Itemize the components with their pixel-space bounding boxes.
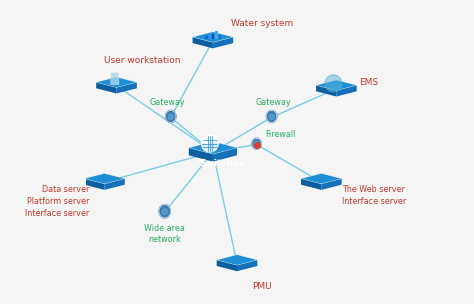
Polygon shape xyxy=(316,85,337,96)
Bar xyxy=(219,35,221,39)
Text: Wide area
network: Wide area network xyxy=(144,224,185,244)
Polygon shape xyxy=(316,80,357,91)
Circle shape xyxy=(254,141,259,146)
Circle shape xyxy=(325,75,342,92)
Polygon shape xyxy=(192,32,233,42)
Polygon shape xyxy=(117,82,137,94)
Polygon shape xyxy=(217,255,257,265)
Circle shape xyxy=(269,114,274,119)
Polygon shape xyxy=(84,173,125,184)
Text: User workstation: User workstation xyxy=(104,56,181,65)
Text: Data server
Platform server
Interface server: Data server Platform server Interface se… xyxy=(25,185,90,218)
Polygon shape xyxy=(237,260,257,271)
Text: Gateway: Gateway xyxy=(255,98,291,107)
Bar xyxy=(209,33,211,39)
Polygon shape xyxy=(192,37,213,48)
Polygon shape xyxy=(104,179,125,190)
Bar xyxy=(215,31,218,39)
Bar xyxy=(212,34,214,39)
Polygon shape xyxy=(301,179,321,190)
Polygon shape xyxy=(165,110,176,123)
Circle shape xyxy=(162,209,168,215)
Polygon shape xyxy=(96,77,137,88)
Circle shape xyxy=(201,135,219,152)
Text: EMS: EMS xyxy=(359,78,378,87)
Polygon shape xyxy=(217,260,237,271)
Polygon shape xyxy=(159,205,170,218)
Polygon shape xyxy=(189,148,213,162)
Polygon shape xyxy=(266,110,277,123)
Circle shape xyxy=(168,114,173,119)
Polygon shape xyxy=(337,85,357,96)
Text: Switches: Switches xyxy=(199,159,245,168)
Polygon shape xyxy=(321,179,342,190)
Polygon shape xyxy=(252,138,261,149)
Polygon shape xyxy=(213,148,237,162)
Text: PMU: PMU xyxy=(252,282,272,291)
Polygon shape xyxy=(213,37,233,48)
Bar xyxy=(205,36,208,39)
Text: Firewall: Firewall xyxy=(265,130,295,139)
Polygon shape xyxy=(84,179,104,190)
Text: Water system: Water system xyxy=(231,19,293,29)
Polygon shape xyxy=(301,173,342,184)
Text: Gateway: Gateway xyxy=(150,98,185,107)
Polygon shape xyxy=(96,82,117,94)
Text: The Web server
Interface server: The Web server Interface server xyxy=(342,185,407,206)
FancyBboxPatch shape xyxy=(111,72,119,85)
Polygon shape xyxy=(189,141,237,154)
